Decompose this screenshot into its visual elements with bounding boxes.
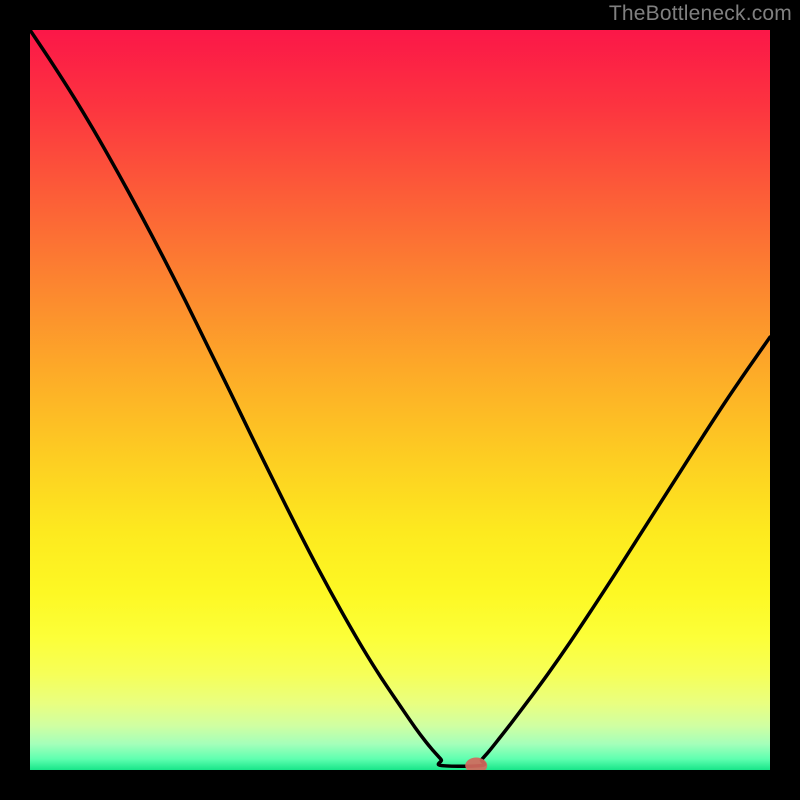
bottleneck-curve-path <box>30 30 770 766</box>
chart-stage: TheBottleneck.com <box>0 0 800 800</box>
bottleneck-curve <box>30 30 770 770</box>
watermark-text: TheBottleneck.com <box>609 2 792 26</box>
plot-area <box>30 30 770 770</box>
